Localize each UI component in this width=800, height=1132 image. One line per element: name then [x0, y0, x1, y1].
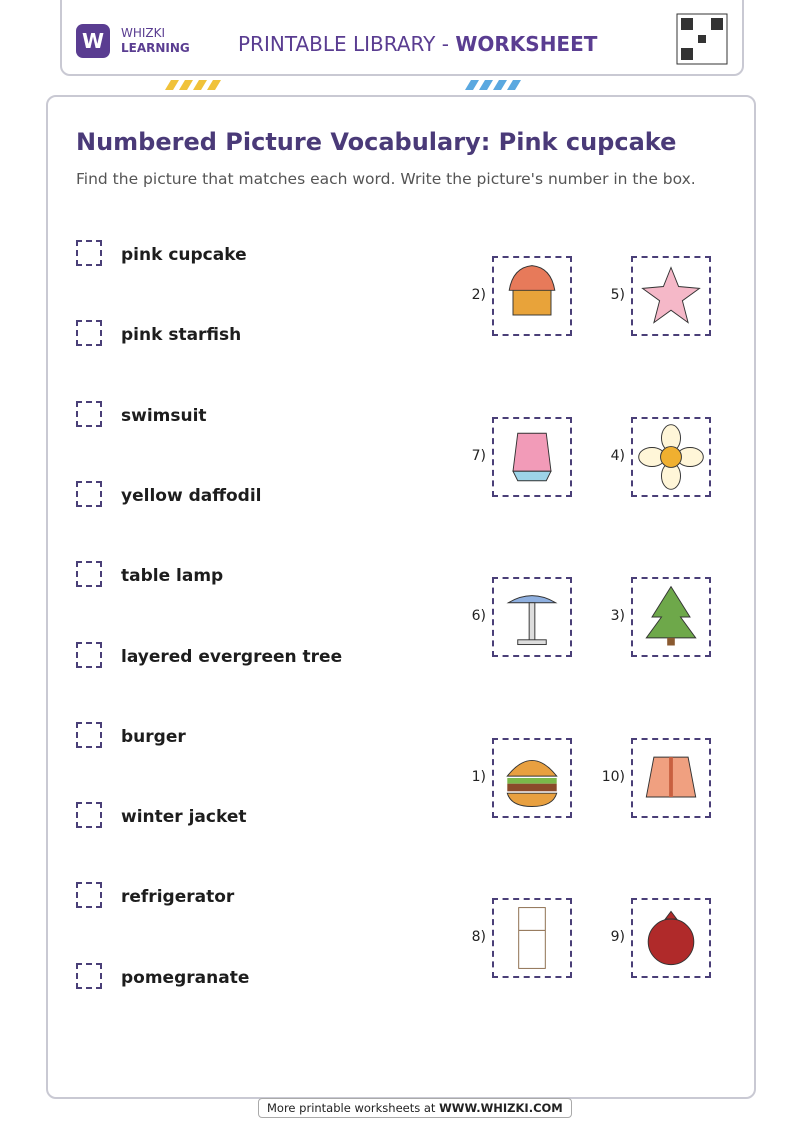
brand-top: WHIZKI [121, 26, 166, 40]
title: Numbered Picture Vocabulary: Pink cupcak… [76, 128, 677, 156]
footer-text: More printable worksheets at [267, 1101, 440, 1115]
picture-icon [638, 423, 704, 490]
answer-box[interactable] [76, 721, 102, 748]
picture-number: 3) [610, 608, 625, 624]
picture-number: 9) [610, 929, 625, 945]
answer-box[interactable] [76, 802, 102, 829]
picture-number: 1) [471, 768, 486, 785]
library-text: PRINTABLE LIBRARY - [238, 32, 456, 56]
picture-icon [641, 266, 701, 324]
picture-box [631, 256, 711, 336]
word: burger [121, 726, 186, 747]
word: yellow daffodil [121, 485, 262, 506]
brand: WHIZKI LEARNING [121, 26, 190, 56]
answer-box[interactable] [76, 320, 102, 347]
header-stripes [165, 80, 521, 90]
picture-number: 4) [610, 447, 625, 464]
word: pink cupcake [121, 245, 247, 265]
picture-icon [518, 907, 546, 969]
qr-code [676, 13, 728, 65]
footer: More printable worksheets at WWW.WHIZKI.… [258, 1098, 572, 1118]
word: table lamp [121, 566, 224, 587]
answer-box[interactable] [76, 641, 102, 668]
picture-icon [645, 756, 697, 797]
picture-number: 5) [610, 287, 625, 303]
picture-box [631, 416, 711, 497]
footer-link[interactable]: WWW.WHIZKI.COM [439, 1101, 563, 1115]
picture-number: 10) [601, 768, 625, 785]
brand-bottom: LEARNING [121, 41, 190, 55]
answer-box[interactable] [76, 561, 102, 588]
picture-icon [508, 265, 556, 316]
picture-box [492, 416, 572, 497]
picture-number: 6) [471, 608, 486, 624]
answer-box[interactable] [76, 240, 102, 266]
answer-box[interactable] [76, 400, 102, 427]
word: refrigerator [121, 887, 235, 908]
word: winter jacket [121, 807, 247, 828]
word: layered evergreen tree [121, 646, 343, 667]
picture-number: 8) [471, 929, 486, 945]
picture-icon [512, 432, 552, 481]
answer-box[interactable] [76, 962, 102, 989]
picture-box [492, 898, 572, 978]
svg-text:W: W [82, 29, 104, 53]
logo: W [76, 24, 110, 58]
instructions: Find the picture that matches each word.… [76, 170, 696, 188]
word: swimsuit [121, 405, 207, 426]
picture-box [492, 577, 572, 657]
picture-box [631, 737, 711, 818]
header-frame [60, 0, 744, 76]
answer-box[interactable] [76, 480, 102, 507]
picture-number: 7) [471, 447, 486, 464]
word: pink starfish [121, 325, 242, 346]
picture-icon [645, 585, 697, 646]
word: pomegranate [121, 967, 250, 988]
picture-box [631, 577, 711, 657]
picture-number: 2) [471, 287, 486, 303]
picture-box [631, 898, 711, 978]
answer-box[interactable] [76, 882, 102, 909]
picture-icon [506, 595, 558, 646]
picture-icon [647, 910, 695, 966]
library-title: PRINTABLE LIBRARY - WORKSHEET [238, 32, 597, 56]
library-bold: WORKSHEET [455, 32, 598, 56]
picture-box [492, 737, 572, 818]
picture-box [492, 256, 572, 336]
picture-icon [506, 759, 558, 807]
